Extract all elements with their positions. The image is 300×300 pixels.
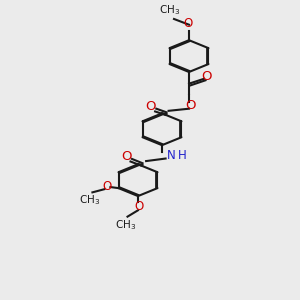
- Text: CH$_3$: CH$_3$: [79, 193, 100, 207]
- Text: H: H: [178, 149, 186, 162]
- Text: O: O: [183, 16, 192, 30]
- Text: N: N: [167, 149, 175, 162]
- Text: CH$_3$: CH$_3$: [116, 218, 136, 232]
- Text: O: O: [146, 100, 156, 113]
- Text: CH$_3$: CH$_3$: [159, 3, 180, 17]
- Text: O: O: [103, 179, 112, 193]
- Text: O: O: [135, 200, 144, 213]
- Text: O: O: [122, 150, 132, 163]
- Text: O: O: [202, 70, 212, 83]
- Text: O: O: [185, 99, 196, 112]
